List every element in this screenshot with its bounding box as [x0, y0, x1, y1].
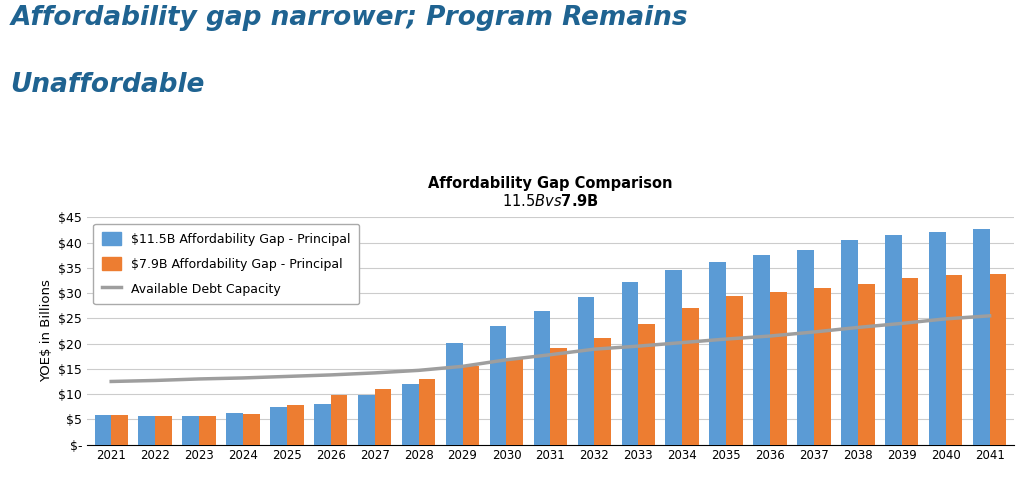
Available Debt Capacity	[281, 373, 293, 379]
Bar	[902, 278, 919, 445]
Available Debt Capacity	[457, 364, 469, 370]
Text: Unaffordable: Unaffordable	[10, 72, 205, 98]
Bar	[489, 326, 507, 445]
Bar	[287, 405, 303, 445]
Bar	[419, 379, 435, 445]
Available Debt Capacity	[588, 346, 600, 352]
Available Debt Capacity	[632, 343, 644, 349]
Bar	[270, 407, 287, 445]
Text: Affordability gap narrower; Program Remains: Affordability gap narrower; Program Rema…	[10, 5, 688, 31]
Bar	[770, 292, 786, 445]
Bar	[989, 275, 1007, 445]
Bar	[929, 232, 946, 445]
Available Debt Capacity	[545, 352, 557, 358]
Available Debt Capacity	[676, 340, 688, 346]
Available Debt Capacity	[852, 325, 864, 330]
Available Debt Capacity	[325, 372, 337, 378]
Available Debt Capacity	[896, 321, 908, 327]
Line: Available Debt Capacity: Available Debt Capacity	[112, 316, 989, 381]
Bar	[199, 416, 216, 445]
Bar	[682, 308, 698, 445]
Bar	[754, 255, 770, 445]
Available Debt Capacity	[983, 313, 995, 319]
Bar	[375, 389, 391, 445]
Bar	[331, 395, 347, 445]
Available Debt Capacity	[148, 377, 161, 383]
Bar	[726, 296, 742, 445]
Bar	[94, 415, 112, 445]
Y-axis label: YOE$ in Billions: YOE$ in Billions	[40, 280, 53, 382]
Bar	[507, 358, 523, 445]
Available Debt Capacity	[764, 333, 776, 339]
Available Debt Capacity	[501, 357, 513, 363]
Bar	[973, 229, 989, 445]
Bar	[138, 416, 155, 445]
Title: Affordability Gap Comparison
$11.5B vs $7.9B: Affordability Gap Comparison $11.5B vs $…	[428, 176, 673, 209]
Bar	[402, 384, 419, 445]
Available Debt Capacity	[413, 368, 425, 373]
Bar	[814, 288, 830, 445]
Bar	[243, 414, 260, 445]
Available Debt Capacity	[808, 329, 820, 335]
Bar	[798, 250, 814, 445]
Bar	[841, 240, 858, 445]
Available Debt Capacity	[237, 375, 249, 381]
Bar	[622, 282, 638, 445]
Bar	[710, 262, 726, 445]
Bar	[594, 338, 611, 445]
Bar	[666, 270, 682, 445]
Bar	[858, 284, 874, 445]
Bar	[638, 324, 655, 445]
Bar	[112, 415, 128, 445]
Available Debt Capacity	[193, 376, 205, 382]
Bar	[551, 348, 567, 445]
Bar	[445, 343, 463, 445]
Bar	[155, 416, 172, 445]
Available Debt Capacity	[105, 378, 118, 384]
Bar	[358, 395, 375, 445]
Bar	[578, 296, 594, 445]
Bar	[226, 413, 243, 445]
Bar	[182, 416, 199, 445]
Bar	[885, 235, 902, 445]
Bar	[463, 367, 479, 445]
Available Debt Capacity	[720, 336, 732, 342]
Bar	[534, 311, 551, 445]
Bar	[946, 276, 963, 445]
Bar	[314, 404, 331, 445]
Available Debt Capacity	[940, 316, 952, 322]
Available Debt Capacity	[369, 370, 381, 376]
Legend: $11.5B Affordability Gap - Principal, $7.9B Affordability Gap - Principal, Avail: $11.5B Affordability Gap - Principal, $7…	[93, 224, 359, 304]
